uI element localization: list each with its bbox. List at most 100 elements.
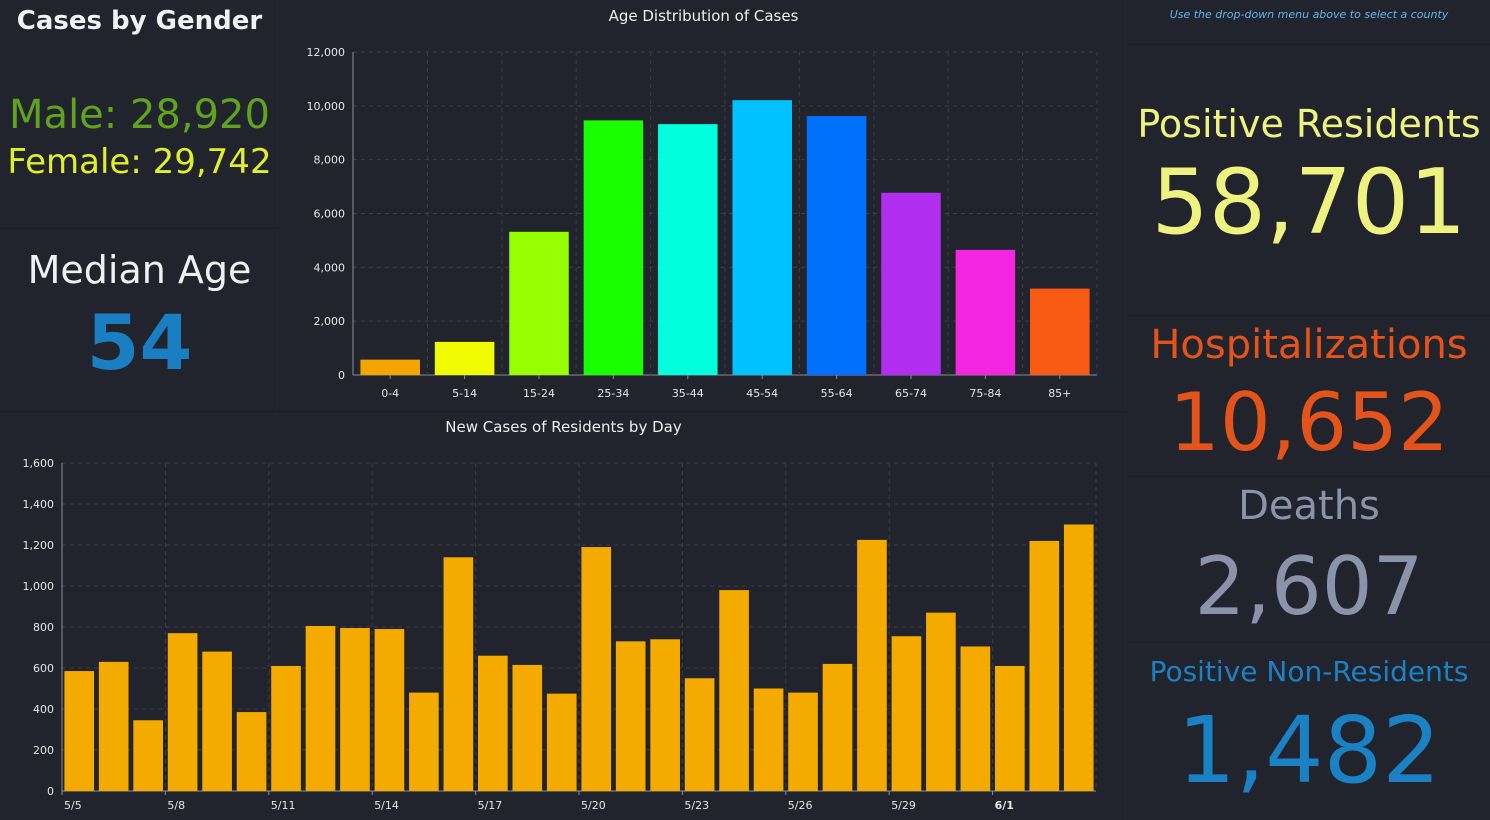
y-tick-label: 400: [33, 703, 54, 716]
bar: [960, 646, 991, 791]
bar: [788, 692, 818, 791]
y-tick-label: 1,600: [23, 457, 55, 470]
hospitalizations-panel: [1128, 316, 1490, 476]
bar: [719, 590, 749, 791]
bar: [98, 661, 129, 791]
female-count: Female: 29,742: [7, 142, 272, 182]
x-tick-label: 65-74: [895, 387, 927, 400]
x-tick-label: 35-44: [672, 387, 704, 400]
bar: [340, 628, 370, 791]
bar: [64, 671, 95, 791]
x-tick-label: 5/14: [374, 799, 399, 812]
bar: [650, 639, 680, 791]
bar: [1030, 288, 1090, 375]
non-residents-label: Positive Non-Residents: [1149, 655, 1469, 688]
bar: [271, 665, 301, 791]
x-tick-label: 5/23: [684, 799, 709, 812]
bar: [236, 712, 267, 791]
bar: [658, 124, 718, 376]
deaths-value: 2,607: [1194, 540, 1424, 633]
bar: [1029, 540, 1060, 791]
daily-cases-chart: 0 200 400 600 800 1,000 1,200 1,400 1,600 5/5 5/8 5…: [23, 457, 1097, 812]
y-tick-label: 0: [338, 369, 345, 382]
age-distribution-chart: 0 2,000 4,000 6,000 8,000 10,000 12,000 0-4 5-14…: [307, 46, 1098, 400]
positive-residents-value: 58,701: [1151, 150, 1467, 255]
bar: [857, 539, 887, 791]
x-tick-label: 55-64: [821, 387, 853, 400]
y-tick-label: 6,000: [314, 208, 346, 221]
x-tick-label: 5-14: [452, 387, 477, 400]
y-tick-label: 4,000: [314, 261, 346, 274]
note-panel: [1128, 0, 1490, 44]
bar: [822, 663, 853, 791]
bar: [478, 655, 508, 791]
median-age-panel: [0, 229, 279, 411]
y-tick-label: 12,000: [307, 46, 346, 59]
bar: [732, 100, 792, 375]
bar: [615, 641, 646, 791]
y-tick-label: 8,000: [314, 154, 346, 167]
non-residents-panel: [1128, 643, 1490, 820]
x-tick-label: 5/29: [891, 799, 916, 812]
daily-chart-title: New Cases of Residents by Day: [445, 418, 682, 436]
positive-residents-panel: [1128, 45, 1490, 315]
bar: [806, 116, 867, 375]
bar: [995, 665, 1025, 791]
x-tick-label: 5/17: [478, 799, 503, 812]
bar: [546, 693, 577, 791]
gender-panel: [0, 0, 279, 228]
x-tick-label: 15-24: [523, 387, 555, 400]
bar: [684, 678, 715, 791]
bar: [926, 612, 956, 791]
positive-residents-label: Positive Residents: [1137, 102, 1481, 146]
x-tick-label: 0-4: [381, 387, 399, 400]
bar: [1063, 524, 1094, 791]
bar: [360, 359, 420, 375]
x-tick-label: 75-84: [969, 387, 1001, 400]
y-tick-label: 200: [33, 744, 54, 757]
bar: [881, 192, 941, 375]
bar: [409, 692, 439, 791]
male-count: Male: 28,920: [9, 92, 270, 138]
y-tick-label: 800: [33, 621, 54, 634]
deaths-label: Deaths: [1238, 483, 1380, 529]
y-tick-label: 1,400: [23, 498, 55, 511]
y-tick-label: 1,200: [23, 539, 55, 552]
bar: [512, 664, 543, 791]
bar: [167, 633, 198, 791]
bar: [374, 629, 405, 791]
x-tick-label: 25-34: [597, 387, 629, 400]
bar: [443, 557, 474, 791]
age-chart-title: Age Distribution of Cases: [608, 7, 799, 25]
y-tick-label: 2,000: [314, 315, 346, 328]
bar: [581, 547, 612, 791]
y-tick-label: 600: [33, 662, 54, 675]
hospitalizations-value: 10,652: [1169, 376, 1449, 469]
x-tick-label: 5/8: [167, 799, 185, 812]
bar: [434, 341, 495, 375]
bar: [305, 625, 336, 791]
y-tick-label: 1,000: [23, 580, 55, 593]
non-residents-value: 1,482: [1177, 697, 1441, 804]
x-tick-label: 5/20: [581, 799, 606, 812]
county-select-note: Use the drop-down menu above to select a…: [1169, 8, 1449, 21]
hospitalizations-label: Hospitalizations: [1150, 322, 1468, 368]
bar: [583, 120, 644, 375]
bar: [891, 636, 922, 791]
bar: [202, 651, 232, 791]
deaths-panel: [1128, 477, 1490, 642]
x-tick-label: 5/5: [64, 799, 82, 812]
bar: [955, 249, 1016, 375]
gender-panel-title: Cases by Gender: [16, 6, 263, 36]
x-tick-label: 5/11: [271, 799, 296, 812]
bar: [133, 720, 163, 791]
median-age-value: 54: [86, 298, 193, 387]
median-age-title: Median Age: [27, 248, 252, 292]
x-tick-label: 5/26: [788, 799, 813, 812]
x-tick-label: 85+: [1048, 387, 1071, 400]
y-tick-label: 0: [47, 785, 54, 798]
x-tick-label: 45-54: [746, 387, 778, 400]
x-tick-label: 6/1: [995, 799, 1014, 812]
bar: [509, 231, 569, 375]
y-tick-label: 10,000: [307, 100, 346, 113]
